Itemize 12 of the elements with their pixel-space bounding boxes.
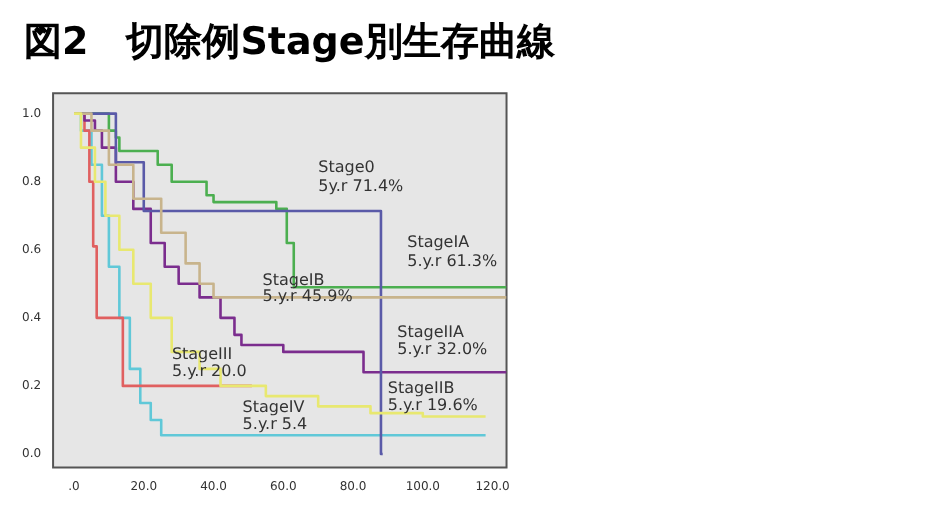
annotation: Stage0 bbox=[318, 158, 375, 177]
annotation: 5.y.r 32.0% bbox=[397, 339, 489, 358]
annotation: 5.y.r 45.9% bbox=[262, 287, 354, 306]
annotation: StageIA bbox=[407, 233, 471, 252]
annotation: 5.y.r 5.4 bbox=[242, 414, 308, 433]
annotation: StageIIA bbox=[397, 322, 465, 341]
annotation: 5y.r 71.4% bbox=[318, 176, 405, 195]
annotation: StageIIB bbox=[387, 379, 455, 398]
chart-title: 図2 切除例Stage別生存曲線 bbox=[24, 18, 557, 68]
annotation: 5.y.r 19.6% bbox=[387, 395, 479, 414]
annotation: 5.y.r 61.3% bbox=[407, 251, 499, 270]
annotation: StageIV bbox=[242, 397, 306, 416]
